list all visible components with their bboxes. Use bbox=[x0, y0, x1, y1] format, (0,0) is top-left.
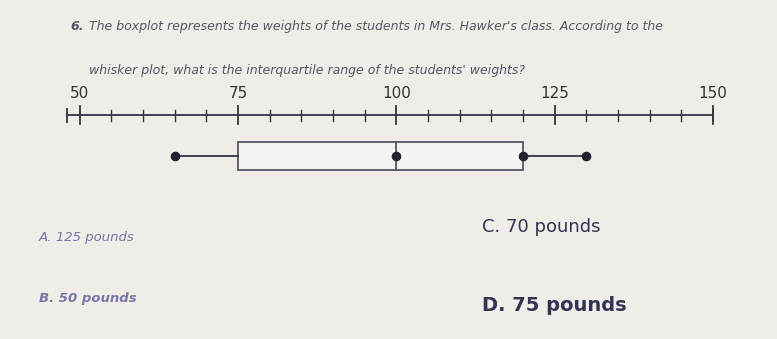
Point bbox=[517, 153, 529, 159]
Text: B. 50 pounds: B. 50 pounds bbox=[39, 292, 137, 305]
Bar bbox=[238, 142, 523, 170]
Point bbox=[169, 153, 181, 159]
Text: 75: 75 bbox=[228, 86, 248, 101]
Text: 125: 125 bbox=[540, 86, 569, 101]
Point bbox=[580, 153, 592, 159]
Text: 150: 150 bbox=[699, 86, 727, 101]
Text: 100: 100 bbox=[382, 86, 411, 101]
Text: C. 70 pounds: C. 70 pounds bbox=[482, 218, 601, 236]
Text: D. 75 pounds: D. 75 pounds bbox=[482, 296, 626, 315]
Text: 6.: 6. bbox=[70, 20, 83, 33]
Point bbox=[390, 153, 402, 159]
Text: 50: 50 bbox=[70, 86, 89, 101]
Text: The boxplot represents the weights of the students in Mrs. Hawker's class. Accor: The boxplot represents the weights of th… bbox=[89, 20, 664, 33]
Text: whisker plot, what is the interquartile range of the students' weights?: whisker plot, what is the interquartile … bbox=[89, 64, 525, 77]
Text: A. 125 pounds: A. 125 pounds bbox=[39, 231, 134, 244]
